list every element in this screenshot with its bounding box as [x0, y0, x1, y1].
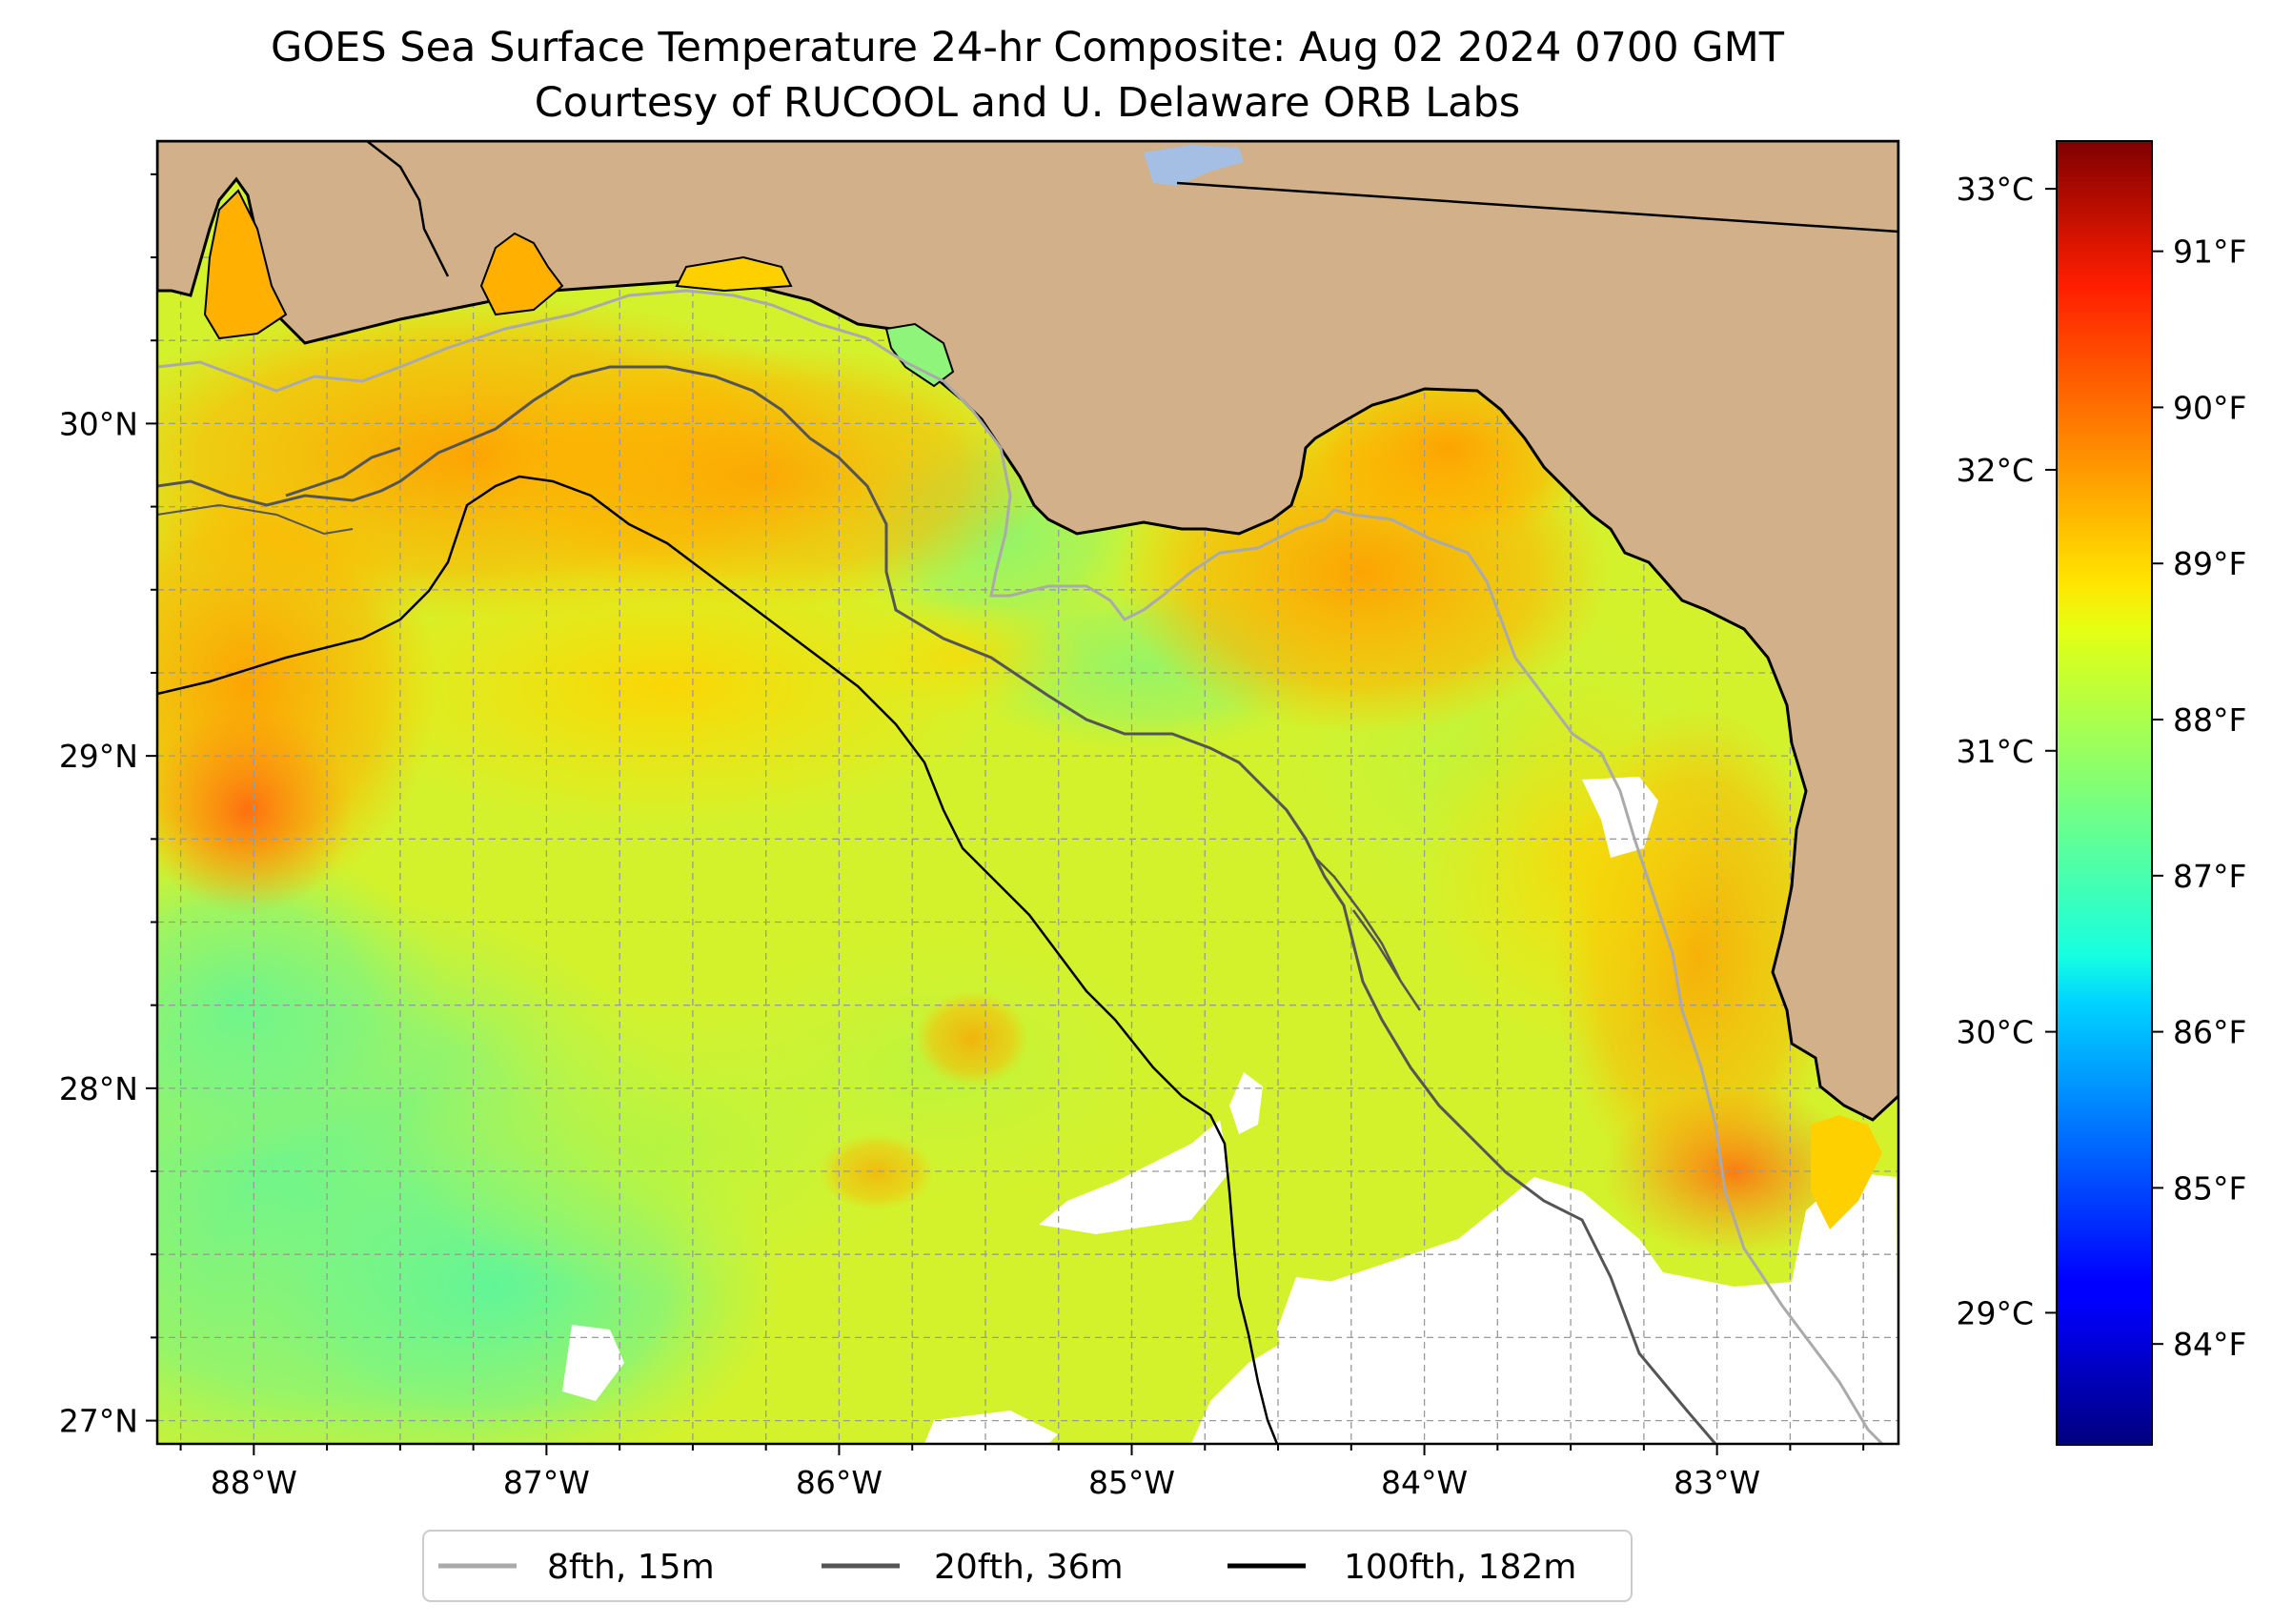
map-title: GOES Sea Surface Temperature 24-hr Compo…	[271, 24, 1785, 71]
graticule	[157, 141, 1898, 1444]
lat-tick-label: 30°N	[59, 405, 138, 442]
colorbar-celsius-label: 29°C	[1956, 1294, 2034, 1331]
map-area	[157, 141, 1898, 1444]
colorbar-celsius-label: 31°C	[1956, 733, 2034, 770]
colorbar	[2056, 140, 2153, 1446]
colorbar-celsius-label: 33°C	[1956, 171, 2034, 208]
colorbar-fahrenheit-label: 86°F	[2173, 1014, 2246, 1051]
isobath-8fth	[157, 289, 1884, 1444]
isobath-20fth	[157, 365, 1717, 1444]
colorbar-fahrenheit-label: 84°F	[2173, 1326, 2246, 1363]
colorbar-fahrenheit-label: 88°F	[2173, 701, 2246, 739]
legend-label-20fth: 20fth, 36m	[934, 1548, 1124, 1587]
colorbar-fahrenheit-label: 85°F	[2173, 1169, 2246, 1207]
lon-tick-label: 87°W	[503, 1464, 590, 1501]
longitude-axis: 88°W 87°W 86°W 85°W 84°W 83°W	[179, 1444, 1865, 1501]
colorbar-celsius-label: 32°C	[1956, 452, 2034, 489]
lat-tick-label: 27°N	[59, 1403, 138, 1440]
lat-tick-label: 28°N	[59, 1070, 138, 1107]
lon-tick-label: 84°W	[1381, 1464, 1468, 1501]
lat-tick-label: 29°N	[59, 738, 138, 775]
legend: 8fth, 15m 20fth, 36m 100fth, 182m	[422, 1530, 1633, 1602]
lon-tick-label: 86°W	[796, 1464, 883, 1501]
land	[157, 141, 1898, 1122]
latitude-axis: 30°N 29°N 28°N 27°N	[59, 173, 157, 1440]
colorbar-fahrenheit-label: 89°F	[2173, 545, 2246, 582]
legend-box	[422, 1530, 1633, 1602]
legend-label-8fth: 8fth, 15m	[547, 1548, 715, 1587]
lon-tick-label: 88°W	[211, 1464, 297, 1501]
map-subtitle: Courtesy of RUCOOL and U. Delaware ORB L…	[535, 79, 1520, 127]
lon-tick-label: 85°W	[1088, 1464, 1175, 1501]
map-frame	[155, 139, 1900, 1446]
colorbar-fahrenheit-label: 87°F	[2173, 858, 2246, 895]
lon-tick-label: 83°W	[1674, 1464, 1760, 1501]
legend-label-100fth: 100fth, 182m	[1344, 1548, 1576, 1587]
isobath-100fth	[157, 475, 1279, 1444]
lake	[1144, 145, 1244, 186]
colorbar-ticks: 29°C 30°C 31°C 32°C 33°C 84°F 85°F 86°F 87°F 88°F…	[1956, 171, 2246, 1363]
colorbar-fahrenheit-label: 90°F	[2173, 389, 2246, 426]
colorbar-celsius-label: 30°C	[1956, 1014, 2034, 1051]
colorbar-fahrenheit-label: 91°F	[2173, 233, 2246, 271]
state-border	[1176, 181, 1898, 233]
